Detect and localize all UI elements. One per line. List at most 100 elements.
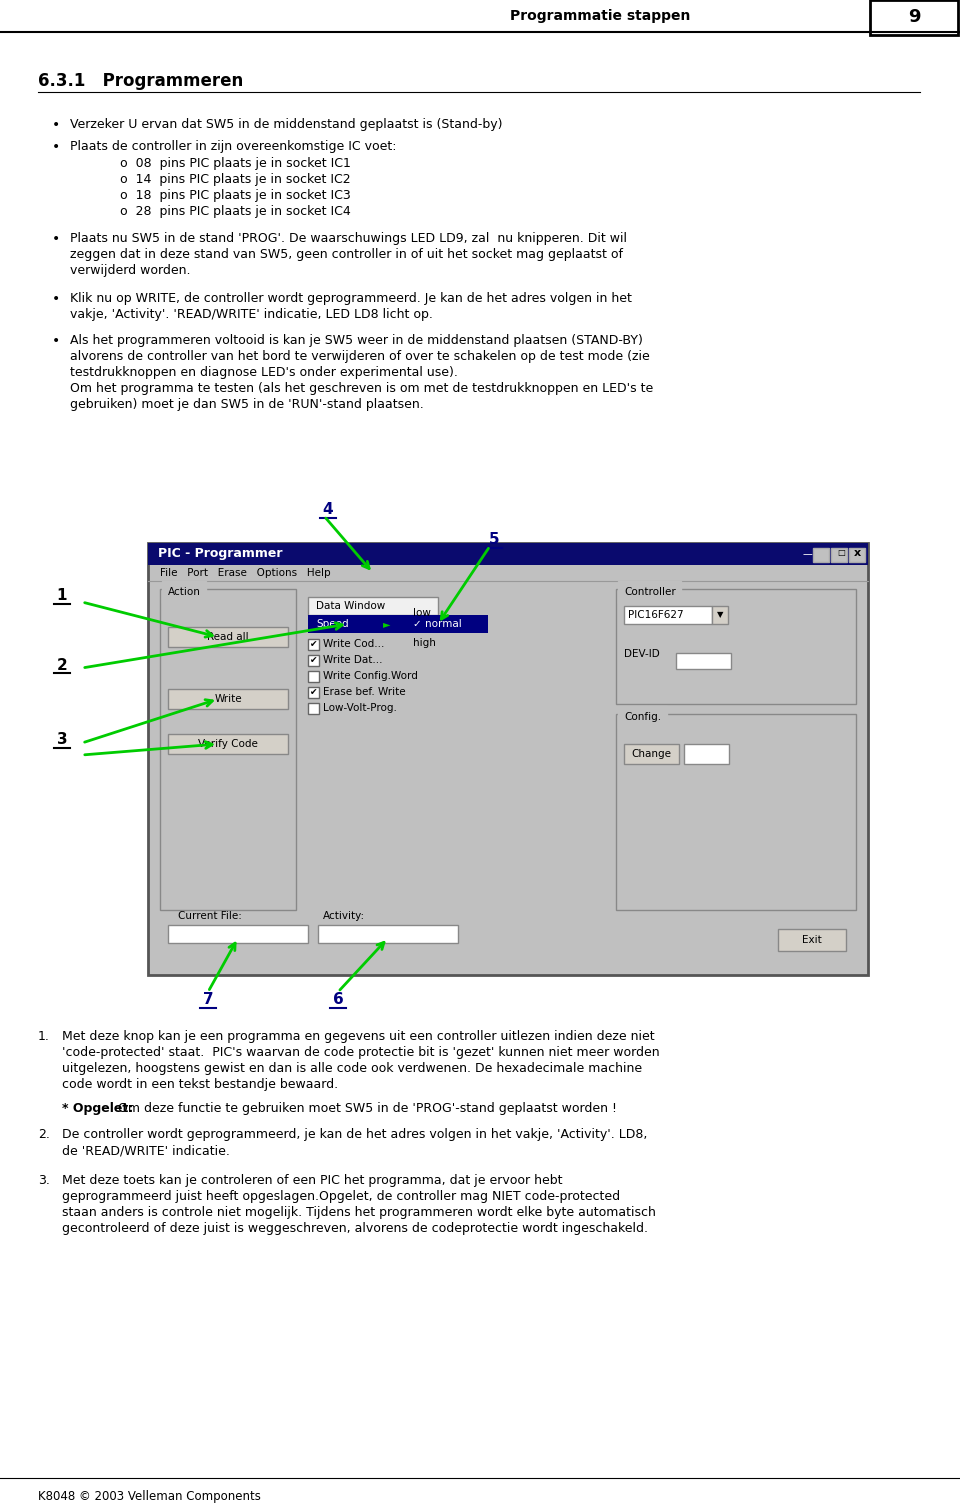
Bar [408, 615, 488, 633]
Bar [148, 543, 868, 975]
Bar [870, 0, 958, 35]
Text: Om deze functie te gebruiken moet SW5 in de 'PROG'-stand geplaatst worden !: Om deze functie te gebruiken moet SW5 in… [114, 1102, 617, 1115]
Text: Read all: Read all [207, 631, 249, 642]
Text: —: — [803, 549, 813, 559]
Text: gecontroleerd of deze juist is weggeschreven, alvorens de codeprotectie wordt in: gecontroleerd of deze juist is weggeschr… [62, 1222, 648, 1235]
Text: Met deze knop kan je een programma en gegevens uit een controller uitlezen indie: Met deze knop kan je een programma en ge… [62, 1030, 655, 1043]
Bar [712, 606, 728, 624]
Text: uitgelezen, hoogstens gewist en dan is alle code ook verdwenen. De hexadecimale : uitgelezen, hoogstens gewist en dan is a… [62, 1063, 642, 1075]
Text: Plaats de controller in zijn overeenkomstige IC voet:: Plaats de controller in zijn overeenkoms… [70, 140, 396, 153]
Text: Speed: Speed [316, 619, 348, 628]
Bar [308, 703, 319, 714]
Bar [308, 655, 319, 666]
Bar [616, 714, 856, 909]
Text: 7: 7 [203, 992, 213, 1007]
Text: DEV-ID: DEV-ID [624, 649, 660, 658]
Text: 3: 3 [57, 732, 67, 747]
Text: 'code-protected' staat.  PIC's waarvan de code protectie bit is 'gezet' kunnen n: 'code-protected' staat. PIC's waarvan de… [62, 1046, 660, 1060]
Text: Activity:: Activity: [323, 911, 365, 921]
Text: •: • [52, 334, 60, 349]
Text: 1.: 1. [38, 1030, 50, 1043]
Bar [831, 549, 847, 562]
Bar [148, 543, 868, 565]
Text: gebruiken) moet je dan SW5 in de 'RUN'-stand plaatsen.: gebruiken) moet je dan SW5 in de 'RUN'-s… [70, 398, 423, 410]
Text: □: □ [837, 549, 845, 558]
Text: 2: 2 [57, 657, 67, 672]
Bar [624, 606, 712, 624]
Text: Om het programma te testen (als het geschreven is om met de testdrukknoppen en L: Om het programma te testen (als het gesc… [70, 382, 653, 395]
Text: ✔: ✔ [310, 657, 318, 666]
Text: Met deze toets kan je controleren of een PIC het programma, dat je ervoor hebt: Met deze toets kan je controleren of een… [62, 1174, 563, 1187]
Text: Exit: Exit [803, 935, 822, 945]
Text: high: high [413, 637, 436, 648]
Text: Data Window: Data Window [316, 601, 385, 612]
Text: •: • [52, 292, 60, 307]
Bar [168, 627, 288, 646]
Text: Action: Action [168, 588, 201, 597]
Text: staan anders is controle niet mogelijk. Tijdens het programmeren wordt elke byte: staan anders is controle niet mogelijk. … [62, 1205, 656, 1219]
Text: low: low [413, 609, 431, 618]
Text: Current File:: Current File: [178, 911, 242, 921]
Bar [676, 652, 731, 669]
Text: o  18  pins PIC plaats je in socket IC3: o 18 pins PIC plaats je in socket IC3 [120, 189, 350, 201]
Text: Plaats nu SW5 in de stand 'PROG'. De waarschuwings LED LD9, zal  nu knipperen. D: Plaats nu SW5 in de stand 'PROG'. De waa… [70, 231, 627, 245]
Text: Klik nu op WRITE, de controller wordt geprogrammeerd. Je kan de het adres volgen: Klik nu op WRITE, de controller wordt ge… [70, 292, 632, 305]
Bar [308, 670, 319, 682]
Text: 3.: 3. [38, 1174, 50, 1187]
Text: code wordt in een tekst bestandje bewaard.: code wordt in een tekst bestandje bewaar… [62, 1078, 338, 1091]
Bar [168, 688, 288, 709]
Bar [616, 589, 856, 703]
Text: Verzeker U ervan dat SW5 in de middenstand geplaatst is (Stand-by): Verzeker U ervan dat SW5 in de middensta… [70, 119, 502, 131]
Bar [308, 687, 319, 697]
Text: geprogrammeerd juist heeft opgeslagen.Opgelet, de controller mag NIET code-prote: geprogrammeerd juist heeft opgeslagen.Op… [62, 1190, 620, 1202]
Text: zeggen dat in deze stand van SW5, geen controller in of uit het socket mag gepla: zeggen dat in deze stand van SW5, geen c… [70, 248, 623, 262]
Text: •: • [52, 231, 60, 246]
Text: 5: 5 [489, 532, 499, 547]
Text: o  08  pins PIC plaats je in socket IC1: o 08 pins PIC plaats je in socket IC1 [120, 156, 350, 170]
Text: 6.3.1   Programmeren: 6.3.1 Programmeren [38, 72, 243, 90]
Text: De controller wordt geprogrammeerd, je kan de het adres volgen in het vakje, 'Ac: De controller wordt geprogrammeerd, je k… [62, 1127, 647, 1141]
Text: 4: 4 [323, 502, 333, 517]
Bar [318, 924, 458, 942]
Text: ✓ normal: ✓ normal [413, 619, 462, 628]
Text: vakje, 'Activity'. 'READ/WRITE' indicatie, LED LD8 licht op.: vakje, 'Activity'. 'READ/WRITE' indicati… [70, 308, 433, 322]
Text: 2.: 2. [38, 1127, 50, 1141]
Text: ►: ► [383, 619, 391, 628]
Text: verwijderd worden.: verwijderd worden. [70, 265, 190, 277]
Text: Write: Write [214, 694, 242, 703]
Bar [308, 597, 438, 615]
Text: 1: 1 [57, 589, 67, 604]
Text: alvorens de controller van het bord te verwijderen of over te schakelen op de te: alvorens de controller van het bord te v… [70, 350, 650, 364]
Bar [624, 744, 679, 764]
Text: •: • [52, 119, 60, 132]
Text: Controller: Controller [624, 588, 676, 597]
Text: x: x [853, 549, 860, 558]
Bar [684, 744, 729, 764]
Text: Write Dat...: Write Dat... [323, 655, 382, 664]
Text: Low-Volt-Prog.: Low-Volt-Prog. [323, 703, 396, 712]
Bar [308, 615, 408, 633]
Text: PIC16F627: PIC16F627 [628, 610, 684, 621]
Text: K8048 © 2003 Velleman Components: K8048 © 2003 Velleman Components [38, 1489, 261, 1503]
Bar [813, 549, 829, 562]
Bar [168, 924, 308, 942]
Bar [168, 733, 288, 755]
Text: Config.: Config. [624, 712, 661, 721]
Text: Write Cod...: Write Cod... [323, 639, 384, 649]
Text: o  14  pins PIC plaats je in socket IC2: o 14 pins PIC plaats je in socket IC2 [120, 173, 350, 186]
Bar [308, 639, 319, 649]
Text: •: • [52, 140, 60, 153]
Text: File   Port   Erase   Options   Help: File Port Erase Options Help [160, 568, 330, 579]
Text: testdrukknoppen en diagnose LED's onder experimental use).: testdrukknoppen en diagnose LED's onder … [70, 367, 458, 379]
Text: Verify Code: Verify Code [198, 739, 258, 748]
Text: Als het programmeren voltooid is kan je SW5 weer in de middenstand plaatsen (STA: Als het programmeren voltooid is kan je … [70, 334, 643, 347]
Text: Change: Change [631, 748, 671, 759]
Text: Programmatie stappen: Programmatie stappen [510, 9, 690, 23]
Bar [778, 929, 846, 951]
Text: PIC - Programmer: PIC - Programmer [158, 547, 282, 561]
Text: Erase bef. Write: Erase bef. Write [323, 687, 406, 697]
Text: o  28  pins PIC plaats je in socket IC4: o 28 pins PIC plaats je in socket IC4 [120, 204, 350, 218]
Text: 9: 9 [908, 8, 921, 26]
Text: Write Config.Word: Write Config.Word [323, 670, 418, 681]
Text: ✔: ✔ [310, 640, 318, 649]
